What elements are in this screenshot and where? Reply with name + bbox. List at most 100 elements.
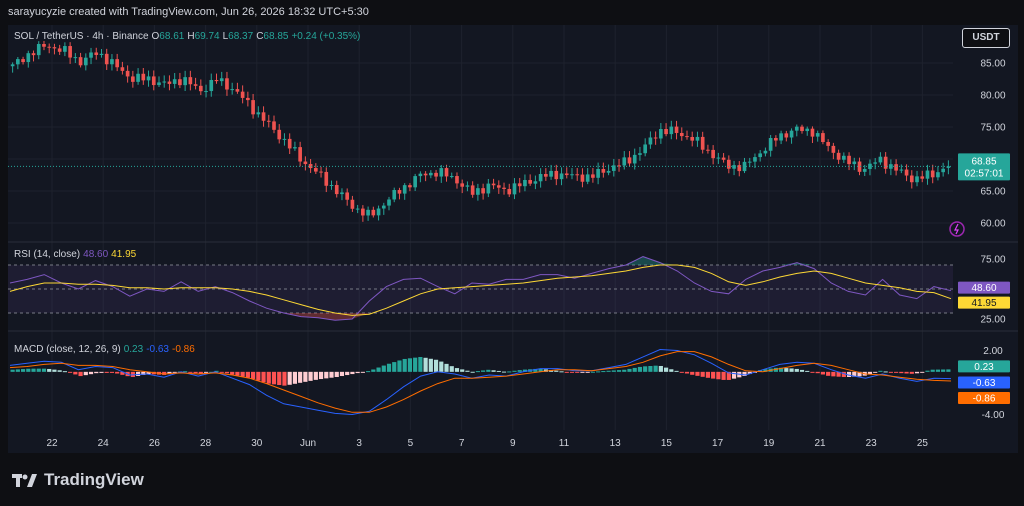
candle xyxy=(351,196,355,212)
histogram-bar xyxy=(314,372,318,380)
candle-body xyxy=(863,169,867,172)
candle xyxy=(53,44,57,55)
last-price-badge: 68.8502:57:01 xyxy=(958,153,1010,180)
candle xyxy=(398,188,402,200)
histogram-bar xyxy=(52,370,56,372)
histogram-bar xyxy=(272,372,276,384)
candle xyxy=(361,205,365,222)
currency-button[interactable]: USDT xyxy=(962,28,1010,48)
candle xyxy=(131,71,135,88)
histogram-bar xyxy=(826,372,830,376)
histogram-bar xyxy=(633,368,637,372)
x-tick-label: 3 xyxy=(356,438,362,449)
candle xyxy=(183,71,187,91)
x-tick-label: 28 xyxy=(200,438,212,449)
x-tick-label: 22 xyxy=(46,438,58,449)
candle-body xyxy=(408,185,412,187)
histogram-bar xyxy=(387,364,391,372)
rsi-title: RSI (14, close) xyxy=(14,249,80,260)
histogram-bar xyxy=(58,370,62,372)
histogram-bar xyxy=(47,369,51,372)
histogram-bar xyxy=(220,372,224,373)
histogram-bar xyxy=(136,372,140,376)
candle-body xyxy=(476,188,480,195)
price-tick-label: 75.00 xyxy=(980,123,1005,134)
histogram-bar xyxy=(110,372,114,373)
candle-body xyxy=(121,67,125,71)
candle-body xyxy=(366,210,370,216)
histogram-bar xyxy=(512,371,516,372)
candle-body xyxy=(487,184,491,194)
candle-body xyxy=(910,176,914,183)
candle-body xyxy=(936,172,940,177)
candle xyxy=(115,54,119,71)
histogram-bar xyxy=(580,372,584,373)
histogram-bar xyxy=(94,372,98,373)
candle xyxy=(162,75,166,87)
histogram-value-badge-text: 0.23 xyxy=(974,362,994,373)
candle xyxy=(617,159,621,172)
x-tick-label: 9 xyxy=(510,438,516,449)
last-price-badge-countdown: 02:57:01 xyxy=(965,168,1004,179)
last-price-badge-price: 68.85 xyxy=(971,156,996,167)
tradingview-logo-icon xyxy=(12,472,38,488)
histogram-bar xyxy=(810,372,814,373)
candle-body xyxy=(764,151,768,154)
candle xyxy=(429,170,433,178)
candle-body xyxy=(413,176,417,187)
macd-value-badge-text: -0.63 xyxy=(973,378,996,389)
candle-body xyxy=(398,190,402,194)
candle-body xyxy=(523,180,527,186)
candle-body xyxy=(753,157,757,162)
x-tick-label: 24 xyxy=(98,438,110,449)
candle-body xyxy=(581,175,585,182)
candle-body xyxy=(544,174,548,177)
candle xyxy=(220,72,224,86)
candle xyxy=(894,159,898,175)
candle-body xyxy=(669,127,673,135)
histogram-bar xyxy=(894,372,898,373)
candle-body xyxy=(340,192,344,194)
candle xyxy=(581,168,585,187)
candle-body xyxy=(42,44,46,47)
histogram-bar xyxy=(429,359,433,372)
histogram-bar xyxy=(471,372,475,373)
candle-body xyxy=(680,133,684,136)
candle-body xyxy=(622,157,626,165)
candle-body xyxy=(591,174,595,177)
histogram-bar xyxy=(319,372,323,379)
candle xyxy=(340,188,344,200)
histogram-bar xyxy=(910,372,914,374)
candle xyxy=(272,116,276,134)
histogram-bar xyxy=(460,369,464,371)
candle xyxy=(936,166,940,180)
rsi-overbought-fill xyxy=(10,257,951,265)
candle-body xyxy=(748,162,752,163)
candle xyxy=(669,121,673,139)
candle xyxy=(209,74,213,97)
histogram-bar xyxy=(664,368,668,372)
chart-area[interactable]: 85.0080.0075.0070.0065.0060.0075.0025.00… xyxy=(8,25,1018,453)
candle-body xyxy=(711,150,715,158)
histogram-bar xyxy=(486,370,490,372)
candle xyxy=(455,172,459,188)
candle xyxy=(507,184,511,197)
histogram-bar xyxy=(173,372,177,373)
candle xyxy=(502,183,506,195)
candle-body xyxy=(434,173,438,177)
histogram-bar xyxy=(408,358,412,372)
candle xyxy=(105,49,109,70)
candle-body xyxy=(717,158,721,159)
candle xyxy=(518,178,522,193)
histogram-bar xyxy=(502,372,506,373)
histogram-bar xyxy=(68,372,72,373)
candle-body xyxy=(152,76,156,85)
candle xyxy=(204,85,208,98)
candle xyxy=(596,163,600,185)
candle-body xyxy=(157,82,161,85)
candle-body xyxy=(466,185,470,186)
candle xyxy=(74,53,78,63)
candle xyxy=(178,73,182,88)
alert-clock-icon-ring xyxy=(950,222,964,236)
candle-body xyxy=(361,209,365,216)
